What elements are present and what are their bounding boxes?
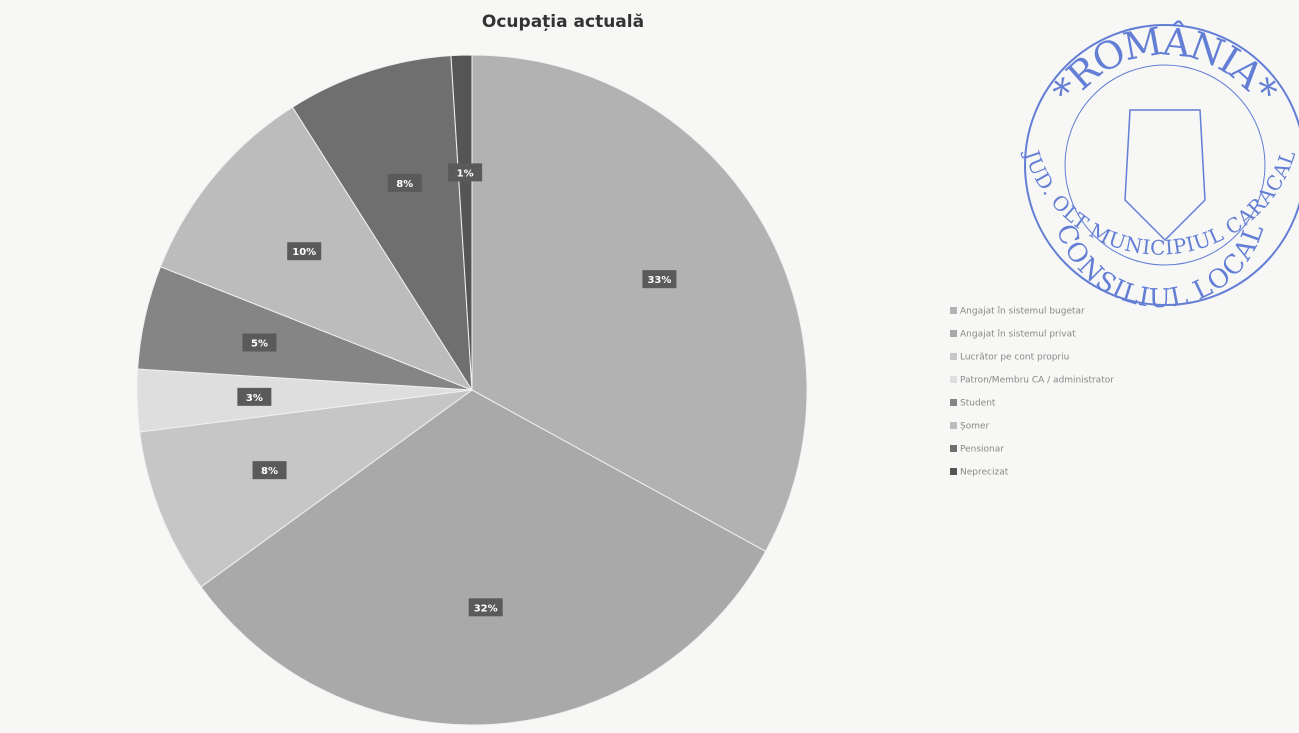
legend-label: Angajat în sistemul privat: [960, 330, 1076, 340]
legend-label: Student: [960, 399, 996, 409]
stamp-ring: [1024, 24, 1299, 306]
slice: [200, 389, 767, 726]
label-box: [448, 163, 483, 182]
legend-swatch: [950, 468, 957, 475]
legend-swatch: [950, 399, 957, 406]
legend-swatch: [950, 307, 957, 314]
slice: [450, 54, 473, 391]
legend-label: Patron/Membru CA / administrator: [960, 376, 1114, 386]
data-label: 32%: [474, 603, 498, 614]
label-box: [242, 333, 277, 352]
legend-swatch: [950, 422, 957, 429]
legend-label: Neprecizat: [960, 468, 1009, 478]
label-box: [252, 461, 287, 480]
slice: [139, 389, 473, 588]
label-box: [387, 173, 422, 192]
chart-title: Ocupația actuală: [482, 12, 644, 32]
label-box: [237, 387, 272, 406]
stamp-ring: [1064, 64, 1266, 266]
legend-swatch: [950, 376, 957, 383]
legend-label: Șomer: [960, 422, 990, 432]
data-label: 33%: [647, 275, 671, 286]
data-label: 3%: [246, 393, 263, 404]
slice: [471, 54, 808, 553]
legend-swatch: [950, 445, 957, 452]
data-label: 8%: [261, 466, 278, 477]
legend-label: Lucrător pe cont propriu: [960, 353, 1069, 363]
label-box: [287, 242, 322, 261]
legend-label: Angajat în sistemul bugetar: [960, 307, 1085, 317]
data-label: 1%: [457, 168, 474, 179]
data-label: 10%: [292, 247, 316, 258]
label-box: [468, 598, 503, 617]
data-label: 8%: [396, 179, 413, 190]
label-box: [642, 270, 677, 289]
legend-swatch: [950, 353, 957, 360]
data-label: 5%: [251, 338, 268, 349]
legend-swatch: [950, 330, 957, 337]
legend-label: Pensionar: [960, 445, 1004, 455]
legend: Angajat în sistemul bugetar Angajat în si…: [950, 307, 1114, 478]
pie: 33% 32% 8% 3% 5% 10% 8% 1%: [136, 54, 808, 726]
slice: [291, 55, 473, 391]
stamp-emblem: [1124, 109, 1206, 242]
